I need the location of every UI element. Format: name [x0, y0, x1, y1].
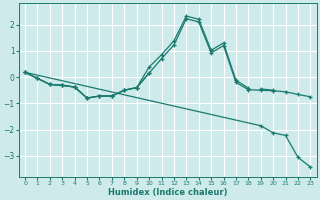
X-axis label: Humidex (Indice chaleur): Humidex (Indice chaleur) — [108, 188, 228, 197]
